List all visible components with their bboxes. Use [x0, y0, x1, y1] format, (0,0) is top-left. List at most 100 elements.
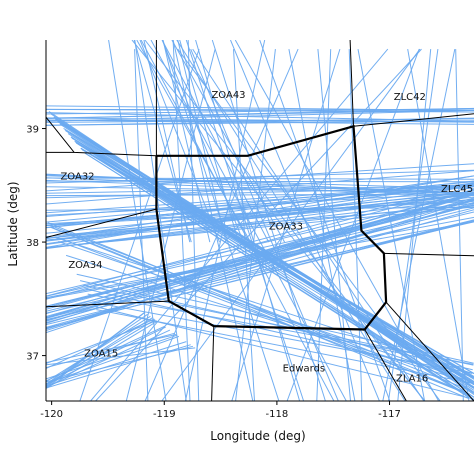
sector-boundary-line	[385, 301, 474, 401]
y-tick-label: 39	[26, 125, 39, 136]
flight-track-line	[171, 40, 286, 243]
flight-track-line	[46, 320, 157, 364]
flight-track-line	[357, 49, 426, 401]
flight-track-line	[63, 127, 474, 378]
flight-track-line	[316, 49, 332, 401]
flight-track-line	[47, 222, 470, 395]
flight-track-line	[46, 109, 474, 122]
flight-track-line	[84, 288, 472, 377]
flight-track-line	[46, 108, 474, 115]
flight-track-line	[46, 175, 474, 248]
flight-track-line	[46, 185, 474, 300]
sector-labels: ZOA43 ZLC42 ZOA32 ZLC45 ZOA33 ZOA34 ZOA15 Edwar…	[60, 90, 473, 385]
flight-track-line	[46, 221, 474, 300]
x-tick-label: -120	[40, 409, 63, 420]
flight-track-line	[65, 254, 471, 384]
flight-track-line	[46, 344, 191, 389]
sector-label-zla16: ZLA16	[396, 374, 428, 385]
flight-track-line	[46, 182, 474, 297]
flight-track-line	[140, 40, 335, 401]
flight-track-line	[455, 49, 464, 401]
flight-track-line	[48, 224, 470, 391]
sector-label-zoa33: ZOA33	[269, 222, 303, 233]
flight-track-line	[177, 40, 227, 243]
x-axis-label: Longitude (deg)	[210, 429, 305, 443]
flight-track-line	[397, 49, 432, 401]
sector-label-edwards: Edwards	[283, 364, 325, 375]
flight-track-line	[46, 312, 146, 389]
flight-track-line	[92, 301, 473, 374]
flight-track-line	[55, 236, 470, 395]
sector-boundary-line	[364, 329, 407, 401]
flight-track-line	[231, 48, 341, 401]
flight-track-line	[259, 40, 391, 401]
x-tick-label: -119	[153, 409, 176, 420]
sector-label-zlc45: ZLC45	[441, 184, 473, 195]
flight-track-line	[133, 40, 192, 243]
sector-boundary-line	[46, 208, 157, 238]
flight-track-line	[46, 345, 194, 383]
x-tick-label: -118	[266, 409, 289, 420]
highlighted-sector	[155, 124, 388, 331]
flight-track-line	[46, 329, 171, 388]
flight-track-line	[288, 49, 356, 401]
sector-label-zlc42: ZLC42	[394, 92, 426, 103]
flight-track-line	[150, 40, 347, 401]
flight-track-line	[184, 40, 266, 401]
y-tick-label: 37	[26, 352, 39, 363]
flight-track-line	[46, 163, 474, 192]
flight-track-line	[71, 137, 474, 386]
flight-track-line	[211, 40, 326, 401]
flight-track-line	[161, 40, 244, 243]
sector-label-zoa43: ZOA43	[211, 90, 245, 101]
flight-track-line	[108, 40, 167, 401]
flight-track-line	[179, 40, 240, 243]
flight-track-line	[176, 40, 406, 401]
flight-track-line	[286, 48, 420, 401]
flight-track-line	[172, 40, 191, 401]
flight-track-line	[235, 49, 276, 401]
flight-track-line	[46, 193, 474, 197]
sector-boundary-line	[353, 113, 474, 127]
sector-boundaries	[46, 40, 474, 401]
flight-track-line	[46, 193, 474, 250]
flight-track-line	[46, 191, 474, 234]
flight-track-line	[79, 280, 473, 371]
flight-track-line	[57, 120, 474, 380]
flight-track-line	[46, 220, 474, 329]
y-axis-label: Latitude (deg)	[6, 181, 20, 266]
flight-track-line	[348, 49, 363, 401]
x-tick-label: -117	[378, 409, 401, 420]
axis-ticks: -120 -119 -118 -117 37 38 39	[26, 125, 401, 421]
flight-track-line	[46, 109, 474, 119]
flight-track-line	[46, 117, 474, 126]
sector-boundary-line	[349, 40, 354, 127]
flight-track-line	[46, 320, 158, 389]
flight-track-line	[46, 335, 180, 385]
flight-track-line	[76, 273, 474, 364]
sector-label-zoa32: ZOA32	[60, 172, 94, 183]
flight-track-line	[161, 48, 421, 401]
sector-label-zoa34: ZOA34	[68, 260, 102, 271]
flight-track-line	[382, 48, 456, 401]
flight-track-line	[134, 40, 187, 401]
flight-track-line	[46, 315, 151, 383]
sector-boundary-line	[46, 300, 169, 308]
flight-track-line	[46, 325, 165, 382]
flight-track-line	[195, 40, 301, 401]
flight-track-line	[57, 121, 474, 389]
sector-boundary-line	[383, 252, 474, 257]
flight-track-line	[46, 206, 474, 211]
sector-label-zoa15: ZOA15	[84, 349, 118, 360]
flight-track-line	[317, 49, 351, 401]
flight-tracks	[46, 40, 474, 401]
flight-track-line	[46, 341, 187, 387]
flight-track-line	[407, 49, 470, 401]
flight-track-line	[131, 40, 426, 401]
flight-track-line	[46, 318, 155, 369]
flight-track-line	[187, 40, 200, 401]
flight-track-line	[134, 49, 149, 401]
flight-track-line	[144, 40, 425, 401]
flight-track-line	[95, 48, 422, 401]
